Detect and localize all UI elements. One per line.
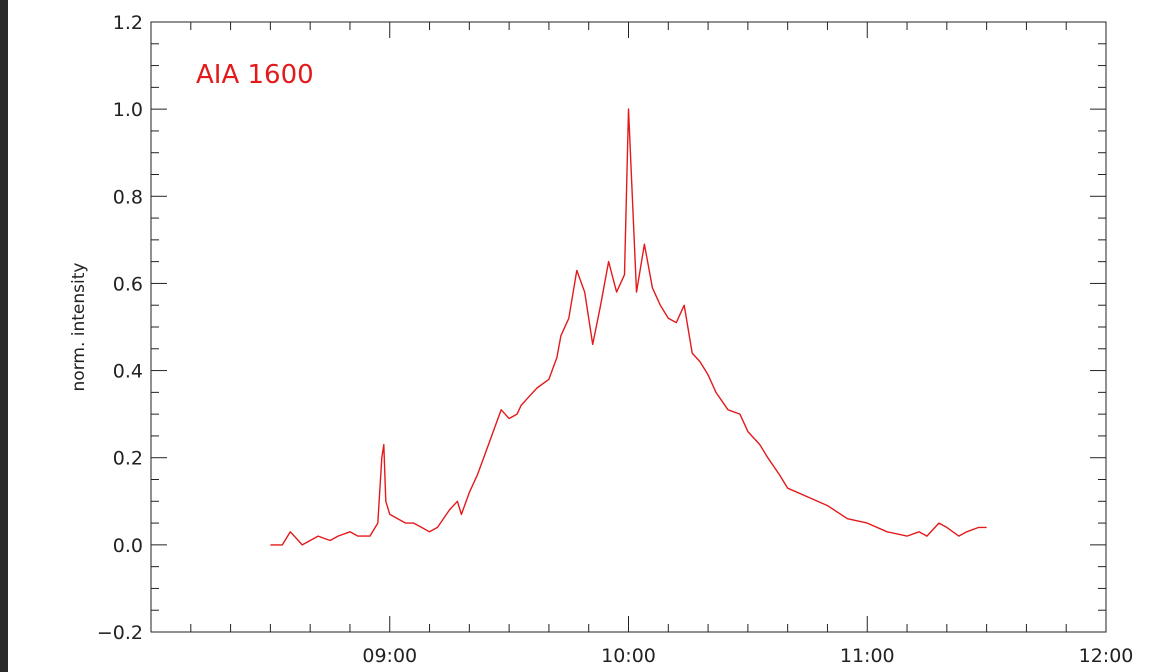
y-tick-label: 0.2 — [113, 448, 143, 470]
y-tick-label: −0.2 — [97, 622, 143, 644]
chart-frame: −0.2 0.0 0.2 0.4 0.6 0.8 1.0 1.2 09:00 10:00 11:0… — [8, 0, 1161, 672]
x-tick-label: 09:00 — [362, 645, 417, 667]
x-tick-label: 10:00 — [601, 645, 656, 667]
y-tick-label: 1.2 — [113, 12, 143, 34]
series-line-aia-1600 — [270, 108, 987, 546]
y-tick-label: 0.0 — [113, 535, 143, 557]
y-tick-label: 1.0 — [113, 99, 143, 121]
y-tick-label: 0.8 — [113, 186, 143, 208]
line-chart: −0.2 0.0 0.2 0.4 0.6 0.8 1.0 1.2 09:00 10:00 11:0… — [69, 12, 1134, 667]
y-tick-label: 0.6 — [113, 273, 143, 295]
x-tick-label: 12:00 — [1079, 645, 1134, 667]
y-tick-label: 0.4 — [113, 361, 143, 383]
x-tick-label: 11:00 — [840, 645, 895, 667]
series-label: AIA 1600 — [196, 60, 314, 90]
y-axis-title: norm. intensity — [69, 263, 89, 392]
